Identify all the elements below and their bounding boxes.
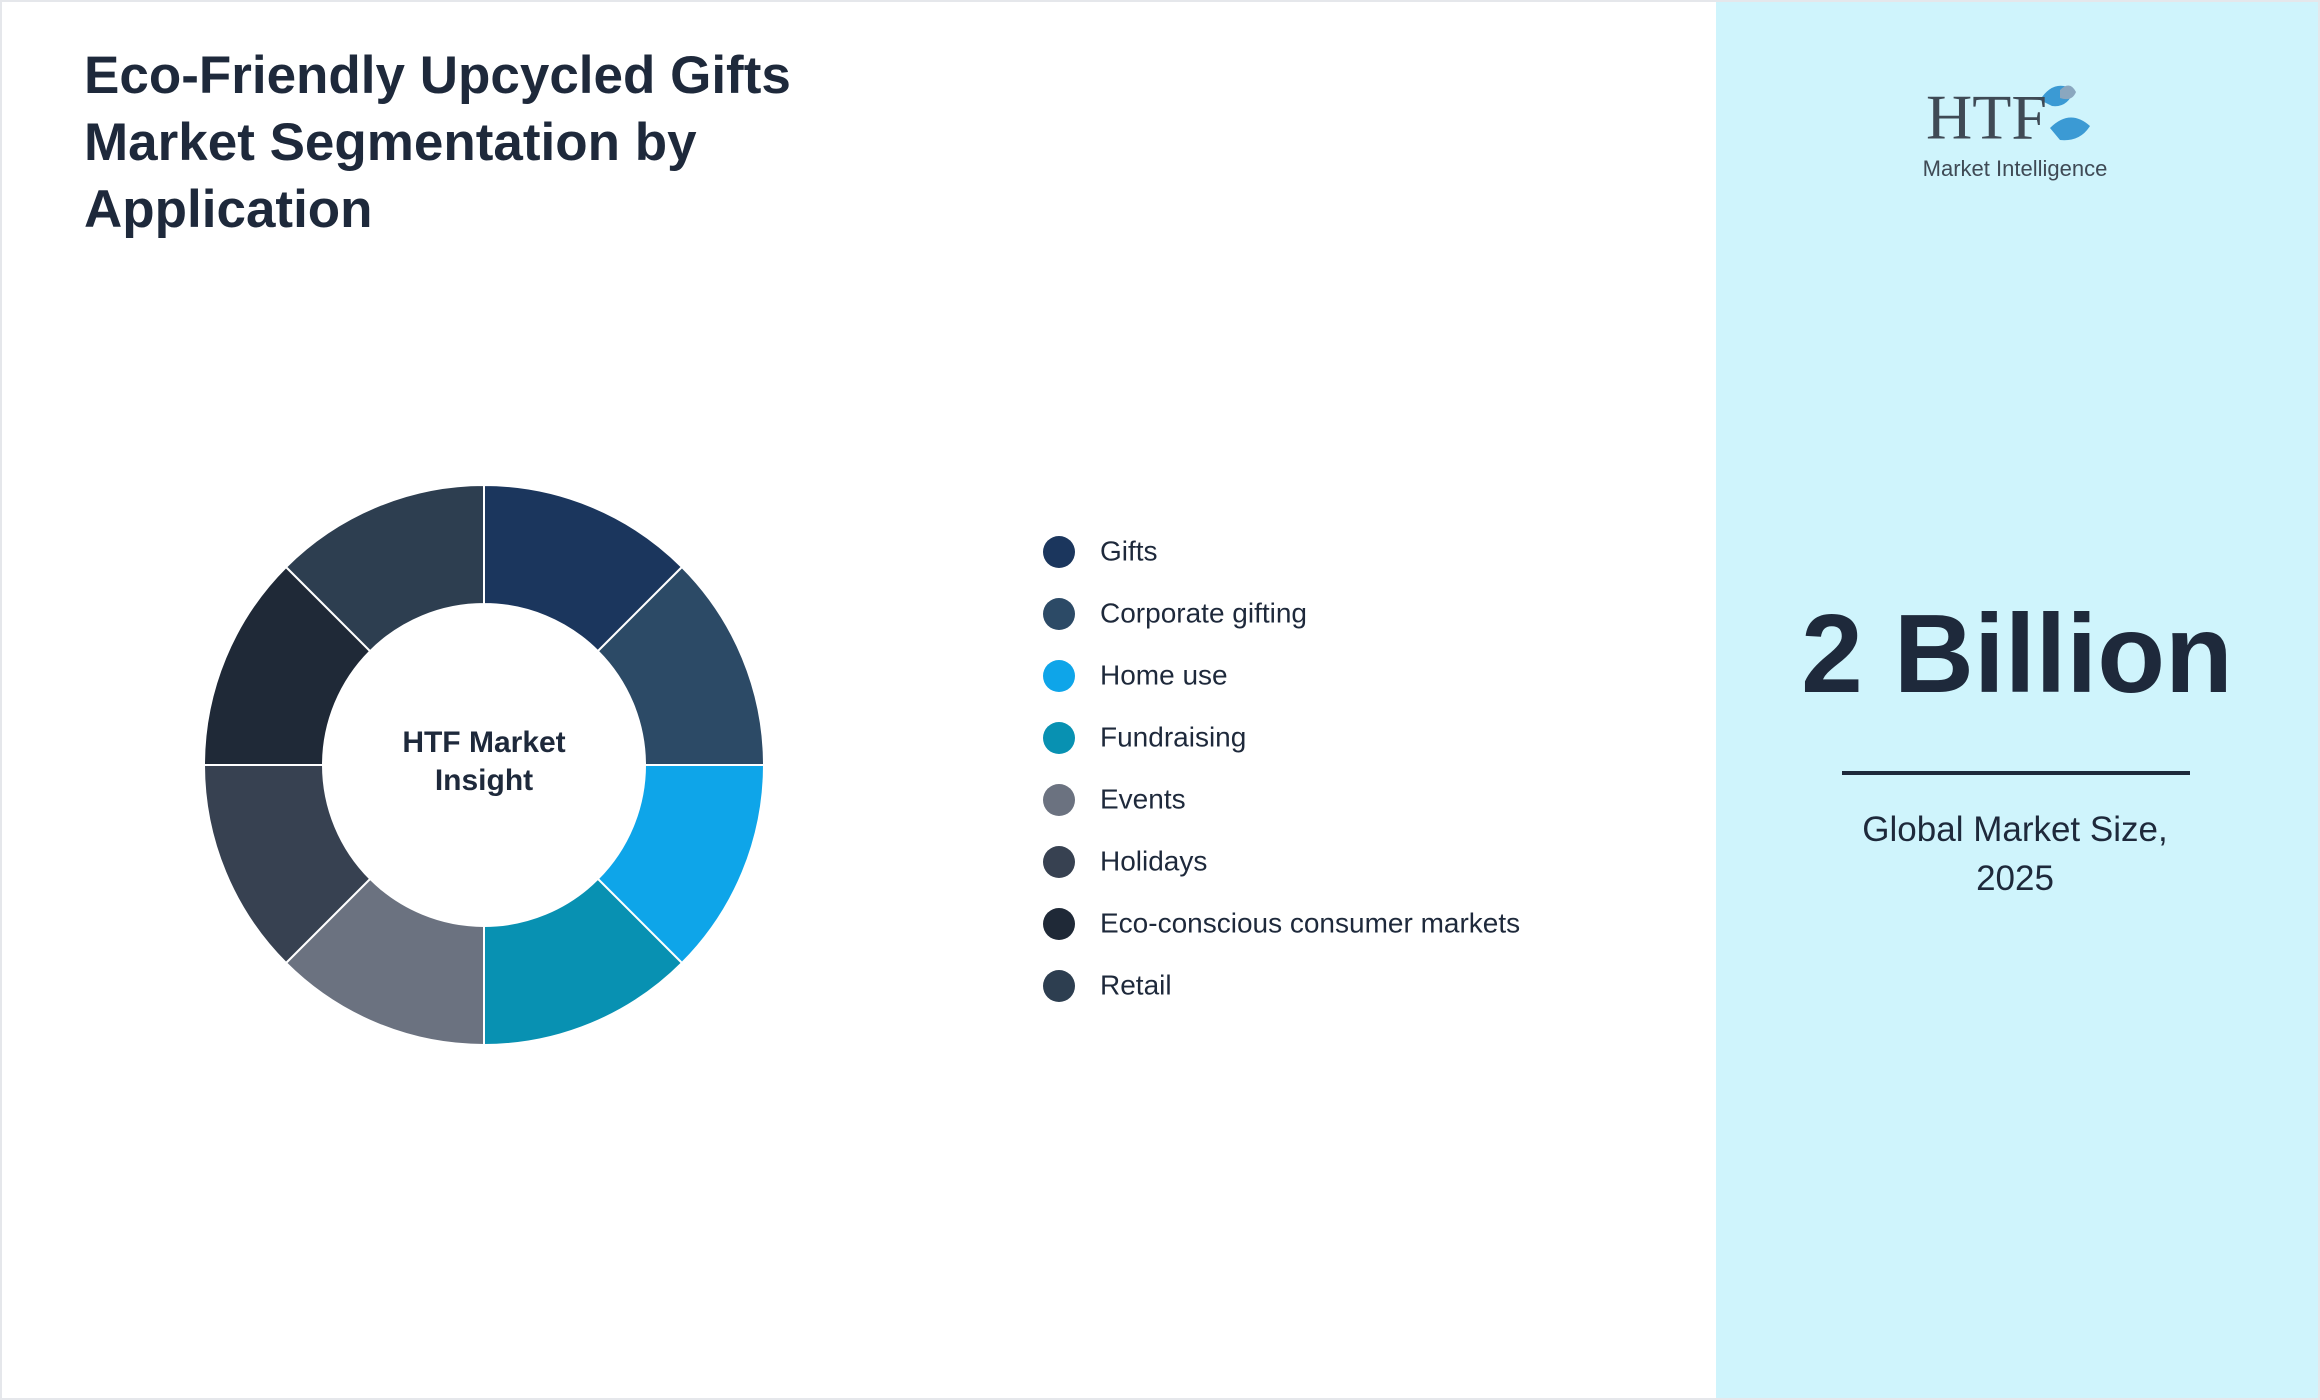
legend-swatch: [1043, 908, 1075, 940]
legend-label: Fundraising: [1100, 721, 1246, 752]
market-size-caption: Global Market Size, 2025: [1862, 810, 2168, 898]
legend-label: Holidays: [1100, 845, 1207, 876]
legend-label: Events: [1100, 783, 1186, 814]
legend-swatch: [1043, 784, 1075, 816]
legend-swatch: [1043, 660, 1075, 692]
legend-swatch: [1043, 598, 1075, 630]
legend-swatch: [1043, 846, 1075, 878]
chart-title: Eco-Friendly Upcycled Gifts Market Segme…: [84, 46, 791, 239]
legend-swatch: [1043, 722, 1075, 754]
logo-graphic: [2060, 85, 2076, 100]
logo: HTF Market Intelligence: [1923, 82, 2108, 181]
legend-label: Retail: [1100, 969, 1172, 1000]
pie-slice: [284, 483, 485, 653]
market-size-value: 2 Billion: [1801, 592, 2233, 716]
legend-swatch: [1043, 970, 1075, 1002]
legend-label: Eco-conscious consumer markets: [1100, 907, 1520, 938]
legend-label: Corporate gifting: [1100, 597, 1307, 628]
center-label: HTF Market Insight: [402, 726, 566, 797]
logo-mark: HTF: [1926, 82, 2047, 153]
legend-label: Gifts: [1100, 535, 1158, 566]
legend-swatch: [1043, 536, 1075, 568]
side-panel: [1716, 2, 2318, 1398]
divider: [1842, 771, 2190, 775]
logo-tagline: Market Intelligence: [1923, 156, 2108, 181]
legend-label: Home use: [1100, 659, 1228, 690]
logo-graphic: [2040, 85, 2090, 141]
